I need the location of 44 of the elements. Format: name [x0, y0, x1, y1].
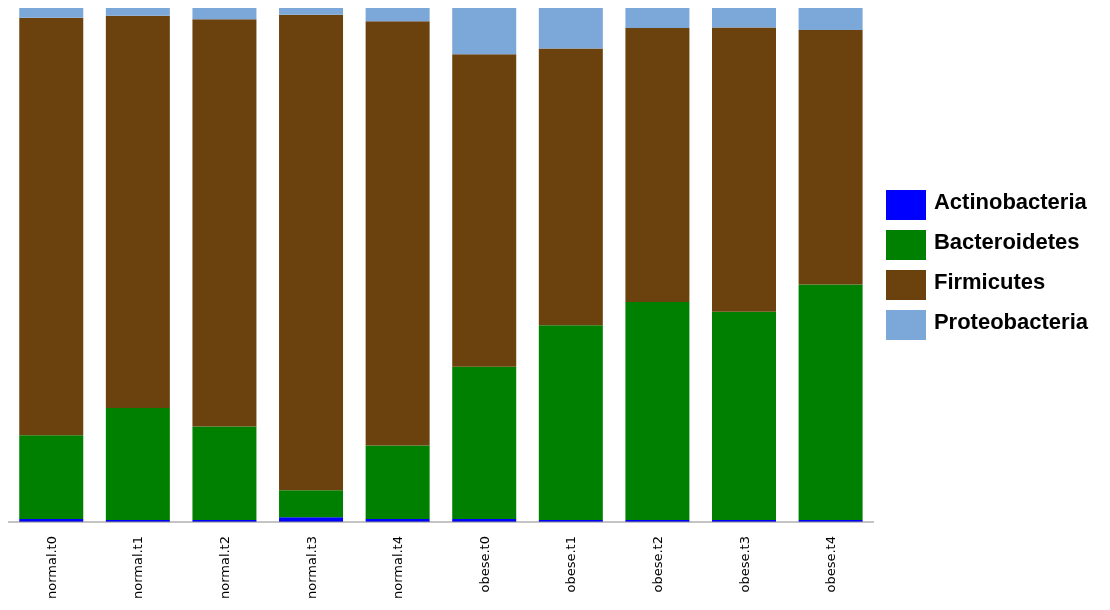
bar [105, 15, 170, 408]
bar [625, 28, 690, 303]
bar [452, 366, 517, 519]
bar [279, 8, 344, 15]
bar [798, 284, 863, 520]
legend-label: Firmicutes [933, 268, 1046, 294]
bar [192, 8, 257, 20]
bar [19, 8, 84, 18]
x-tick-label: obese.t2 [649, 536, 665, 593]
bar [105, 407, 170, 520]
x-tick-label: obese.t4 [823, 536, 839, 593]
bar [19, 435, 84, 519]
bar [279, 14, 344, 491]
x-tick-label: normal.t3 [303, 536, 319, 600]
x-tick-label: obese.t1 [563, 536, 579, 593]
x-tick-label: normal.t2 [216, 536, 232, 600]
legend-label: Bacteroidetes [933, 228, 1080, 254]
bar [365, 8, 430, 22]
bar [452, 8, 517, 55]
bar [538, 48, 603, 326]
bar [625, 8, 690, 29]
bar [19, 17, 84, 436]
bar [798, 8, 863, 31]
bar [538, 325, 603, 520]
x-tick-label: normal.t4 [390, 536, 406, 600]
legend-label: Actinobacteria [933, 188, 1087, 214]
bar [798, 30, 863, 285]
bar [625, 302, 690, 520]
bar [452, 54, 517, 367]
x-tick-label: normal.t1 [130, 536, 146, 600]
x-tick-label: obese.t3 [736, 536, 752, 593]
bar [365, 21, 430, 446]
x-tick-label: obese.t0 [476, 536, 492, 593]
bar [712, 27, 777, 312]
bar [279, 490, 344, 518]
bar [538, 8, 603, 49]
bar [712, 8, 777, 28]
bar [105, 8, 170, 16]
legend-label: Proteobacteria [933, 308, 1088, 334]
bar [712, 311, 777, 520]
bar [365, 445, 430, 519]
bar [192, 19, 257, 427]
bar [192, 426, 257, 520]
x-tick-label: normal.t0 [43, 536, 59, 600]
